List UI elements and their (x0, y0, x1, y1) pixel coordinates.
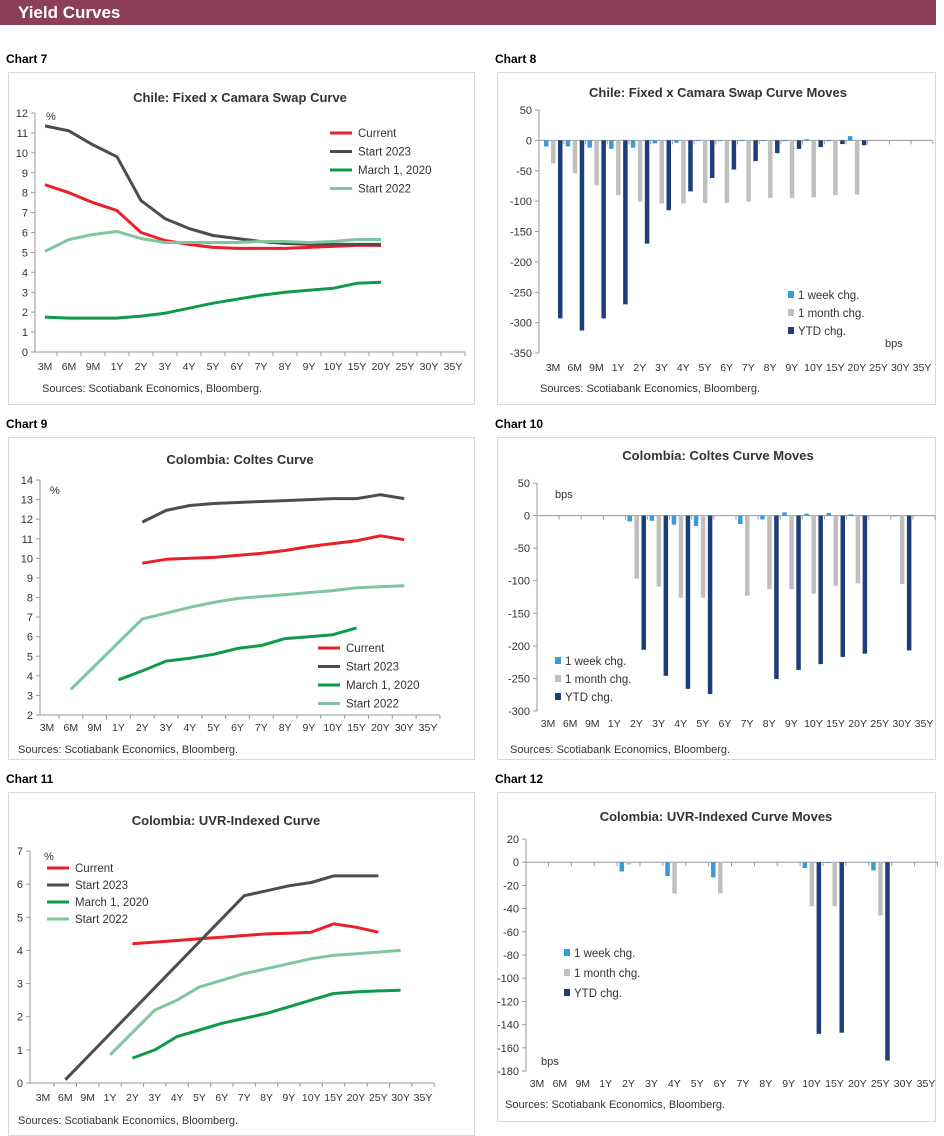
chart-label: Chart 10 (495, 417, 544, 431)
chart-frame (8, 72, 475, 405)
chart-frame (497, 437, 936, 760)
chart-label: Chart 8 (495, 52, 537, 66)
chart-label: Chart 11 (6, 772, 54, 786)
chart-label: Chart 9 (6, 417, 48, 431)
chart-label: Chart 12 (495, 772, 544, 786)
chart-label: Chart 7 (6, 52, 48, 66)
chart-frame (497, 72, 936, 405)
section-header: Yield Curves (0, 0, 936, 25)
chart-frame (8, 437, 475, 760)
chart-frame (497, 792, 936, 1122)
chart-frame (8, 792, 475, 1136)
